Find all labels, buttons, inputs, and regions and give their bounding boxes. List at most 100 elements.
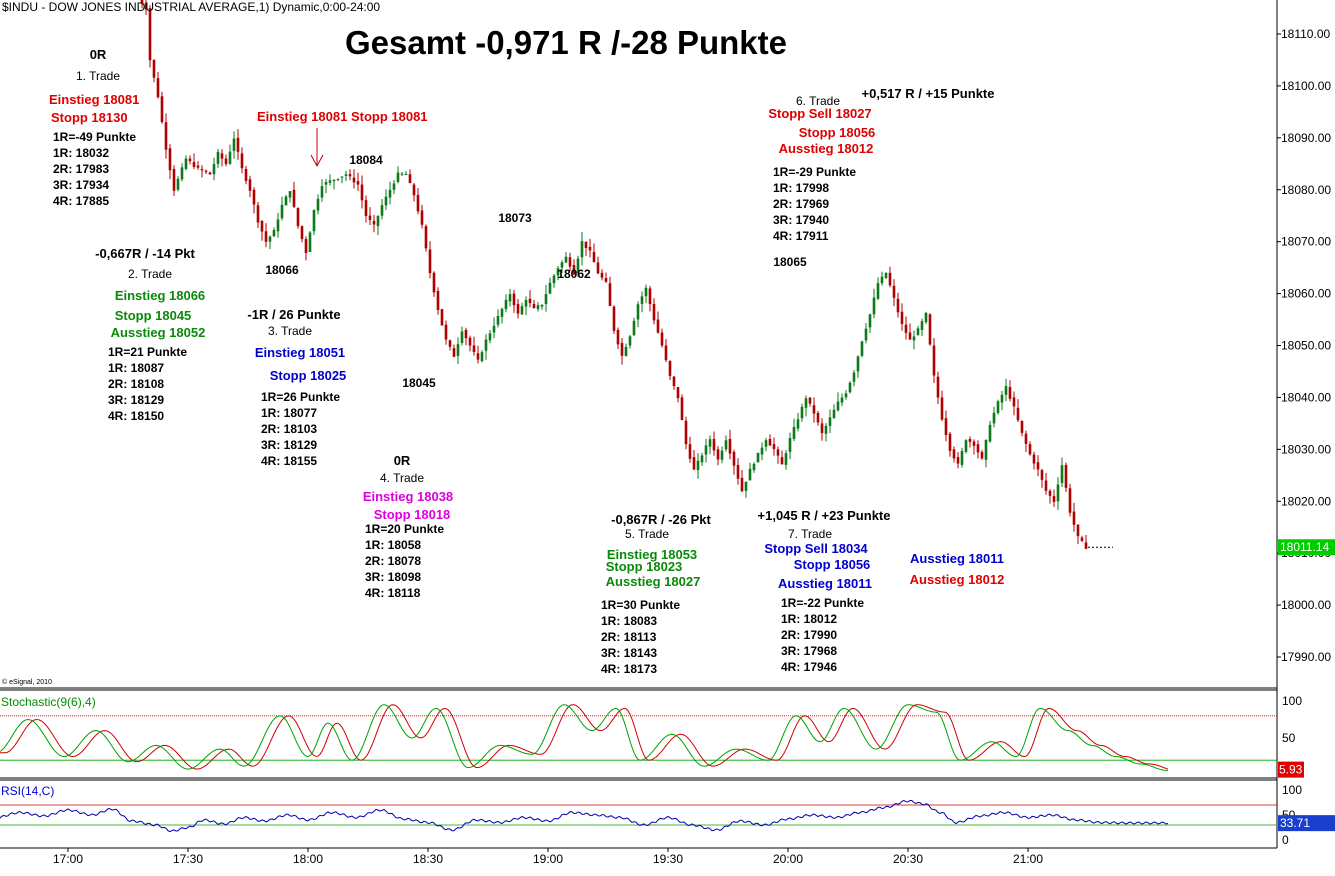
candle-up (880, 276, 884, 284)
candle-down (420, 210, 424, 225)
candle-up (344, 174, 348, 176)
trade-annotation: 3R: 18143 (601, 646, 657, 660)
candle-up (456, 344, 460, 356)
x-tick-label: 19:00 (533, 852, 563, 866)
trade-annotation: +1,045 R / +23 Punkte (758, 508, 891, 523)
candle-down (772, 444, 776, 450)
candle-up (764, 440, 768, 447)
trade-annotation: Ausstieg 18027 (606, 574, 701, 589)
x-tick-label: 17:30 (173, 852, 203, 866)
symbol-title: $INDU - DOW JONES INDUSTRIAL AVERAGE,1) … (2, 0, 380, 14)
candle-down (528, 298, 532, 304)
trade-annotation: 1R: 18087 (108, 361, 164, 375)
candle-down (1048, 490, 1052, 496)
candle-up (504, 299, 508, 310)
y-tick-label: 18080.00 (1281, 183, 1331, 197)
trade-annotation: 4R: 18173 (601, 662, 657, 676)
candle-down (1064, 464, 1068, 488)
candle-down (452, 348, 456, 357)
trade-annotation: 4R: 18150 (108, 409, 164, 423)
candle-up (284, 196, 288, 206)
y-tick-label: 18030.00 (1281, 442, 1331, 456)
stochastic-title: Stochastic(9(6),4) (1, 695, 96, 709)
candle-down (900, 311, 904, 324)
candle-down (168, 148, 172, 171)
candle-down (692, 457, 696, 470)
candle-down (904, 324, 908, 333)
candle-down (888, 272, 892, 286)
candle-down (812, 405, 816, 414)
candle-up (376, 215, 380, 227)
candle-up (268, 236, 272, 242)
candle-up (332, 179, 336, 182)
candle-down (604, 278, 608, 282)
candle-down (936, 376, 940, 398)
trade-annotation: +0,517 R / +15 Punkte (862, 86, 995, 101)
candle-up (484, 339, 488, 351)
candle-down (620, 342, 624, 356)
candle-up (492, 325, 496, 333)
trade-annotation: 4R: 17911 (773, 229, 829, 243)
candle-down (256, 205, 260, 223)
stochastic-value-badge (1278, 761, 1304, 778)
trade-annotation: 1R: 17998 (773, 181, 829, 195)
trade-annotation: 3R: 18129 (108, 393, 164, 407)
trade-annotation: Einstieg 18081 (49, 92, 139, 107)
candle-up (496, 315, 500, 325)
trade-annotation: Stopp 18056 (794, 557, 871, 572)
candle-up (396, 172, 400, 182)
candle-up (320, 186, 324, 198)
candle-up (276, 219, 280, 232)
trade-annotation: Einstieg 18038 (363, 489, 453, 504)
candle-down (652, 303, 656, 321)
x-tick-label: 20:30 (893, 852, 923, 866)
candle-down (608, 283, 612, 306)
candle-down (252, 189, 256, 205)
candle-up (212, 164, 216, 175)
candle-down (736, 464, 740, 479)
y-tick-label: 18000.00 (1281, 598, 1331, 612)
candle-up (576, 258, 580, 273)
trade-annotation: 3R: 17940 (773, 213, 829, 227)
candle-down (1028, 444, 1032, 455)
candle-down (472, 345, 476, 353)
candle-down (592, 252, 596, 263)
stochastic-tick-label: 50 (1282, 731, 1296, 745)
candle-up (184, 158, 188, 169)
candle-up (828, 417, 832, 426)
candle-up (524, 299, 528, 307)
candle-down (1016, 407, 1020, 421)
y-tick-label: 18060.00 (1281, 287, 1331, 301)
candle-up (720, 450, 724, 460)
trade-annotation: -1R / 26 Punkte (247, 307, 340, 322)
candle-up (872, 297, 876, 315)
candle-down (236, 137, 240, 152)
y-tick-label: 18090.00 (1281, 131, 1331, 145)
candle-up (544, 294, 548, 304)
candle-up (288, 191, 292, 198)
trade-annotation: 2R: 17990 (781, 628, 837, 642)
candle-up (400, 173, 404, 175)
candle-up (560, 262, 564, 268)
trade-annotation: 3R: 17968 (781, 644, 837, 658)
candle-down (364, 200, 368, 216)
candle-down (932, 345, 936, 376)
trade-annotation: Stopp 18130 (51, 110, 128, 125)
trade-annotation: 4. Trade (380, 471, 424, 485)
stochastic-tick-label: 100 (1282, 694, 1302, 708)
candle-up (996, 401, 1000, 413)
candle-down (408, 174, 412, 184)
candle-down (732, 451, 736, 466)
candle-down (352, 177, 356, 183)
y-tick-label: 18070.00 (1281, 235, 1331, 249)
candle-down (296, 207, 300, 227)
candle-up (700, 455, 704, 463)
candle-down (172, 168, 176, 191)
candle-down (244, 168, 248, 181)
candle-up (380, 205, 384, 216)
trade-annotation: 4R: 17946 (781, 660, 837, 674)
candle-down (160, 96, 164, 123)
candle-down (1008, 387, 1012, 399)
candle-up (460, 331, 464, 343)
